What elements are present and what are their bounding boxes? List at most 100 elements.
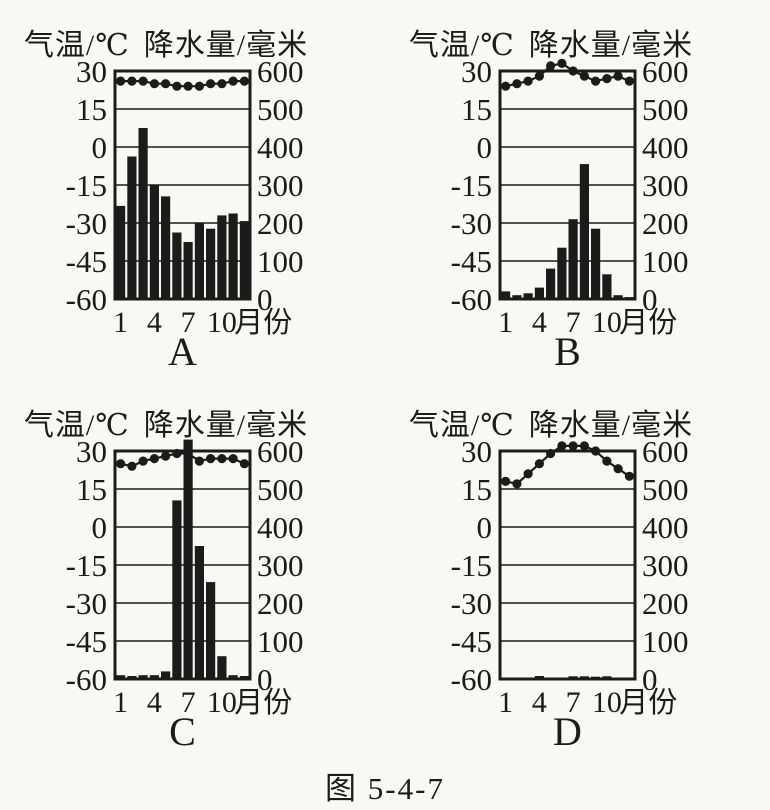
temperature-point xyxy=(512,79,522,89)
temperature-point xyxy=(579,441,589,451)
chart-letter-b: B xyxy=(554,329,581,374)
precipitation-bar xyxy=(534,287,544,299)
precip-tick-label: 100 xyxy=(257,624,304,659)
precipitation-bar xyxy=(239,221,249,299)
temperature-point xyxy=(161,451,171,461)
chart-title: 气温/℃ 降水量/毫米 xyxy=(24,400,308,444)
precip-tick-label: 0 xyxy=(257,282,273,317)
temp-tick-label: 30 xyxy=(76,437,107,469)
precipitation-bar xyxy=(161,671,171,679)
month-tick-label: 1 xyxy=(498,306,513,339)
plot-frame xyxy=(113,69,252,301)
temperature-point xyxy=(239,459,249,469)
precip-tick-label: 200 xyxy=(257,586,304,621)
temp-tick-label: -15 xyxy=(451,548,492,583)
precipitation-bar xyxy=(194,223,204,299)
temp-tick-label: 15 xyxy=(461,92,492,127)
climograph-cell-b: 气温/℃ 降水量/毫米 30 15 0 -15 -30 -45 -60 600 500 400 300… xyxy=(385,0,770,380)
temperature-point xyxy=(138,76,148,86)
temp-tick-label: 30 xyxy=(461,57,492,89)
precip-tick-label: 200 xyxy=(642,206,689,241)
temperature-point xyxy=(217,454,227,464)
month-axis-unit: 月份 xyxy=(234,306,292,339)
precipitation-bar xyxy=(579,164,589,299)
precip-tick-label: 600 xyxy=(642,57,689,89)
temperature-point xyxy=(591,76,601,86)
precipitation-bar xyxy=(149,185,159,299)
temperature-point xyxy=(624,76,634,86)
precip-tick-label: 400 xyxy=(642,510,689,545)
precipitation-bar xyxy=(217,656,227,679)
chart-letter-a: A xyxy=(168,329,197,374)
temp-tick-label: -60 xyxy=(66,662,107,697)
climograph-cell-c: 气温/℃ 降水量/毫米 30 15 0 -15 -30 -45 -60 600 500 400 300… xyxy=(0,380,385,760)
temperature-point xyxy=(591,446,601,456)
temperature-point xyxy=(613,71,623,81)
temp-tick-label: 30 xyxy=(76,57,107,89)
temperature-point xyxy=(183,81,193,91)
month-tick-label: 7 xyxy=(181,686,196,719)
precipitation-bar xyxy=(149,675,159,679)
month-tick-label: 1 xyxy=(113,306,128,339)
temperature-point xyxy=(127,461,137,471)
precip-axis-title: 降水量/毫米 xyxy=(143,29,309,62)
month-tick-label: 1 xyxy=(498,686,513,719)
plot-area-b: 30 15 0 -15 -30 -45 -60 600 500 400 300 200 100 0 1 4 7 1… xyxy=(405,57,750,357)
climograph-cell-d: 气温/℃ 降水量/毫米 30 15 0 -15 -30 -45 -60 600 500 400 300… xyxy=(385,380,770,760)
precip-tick-label: 500 xyxy=(642,92,689,127)
month-axis-unit: 月份 xyxy=(619,306,677,339)
temperature-point xyxy=(138,456,148,466)
precip-tick-label: 0 xyxy=(642,282,658,317)
precipitation-bar xyxy=(557,247,567,299)
precip-tick-label: 400 xyxy=(257,130,304,165)
precip-tick-label: 600 xyxy=(642,437,689,469)
temp-tick-label: -60 xyxy=(66,282,107,317)
temperature-point xyxy=(546,448,556,459)
temperature-point xyxy=(512,479,522,489)
precip-tick-label: 200 xyxy=(257,206,304,241)
temperature-point xyxy=(568,66,578,76)
temp-tick-label: -45 xyxy=(451,244,492,279)
precip-tick-label: 0 xyxy=(642,662,658,697)
temperature-point xyxy=(557,441,567,451)
temperature-point xyxy=(613,464,623,474)
plot-area-c: 30 15 0 -15 -30 -45 -60 600 500 400 300 200 100 0 1 4 7 1… xyxy=(20,437,365,737)
month-tick-label: 4 xyxy=(532,686,547,719)
temperature-point xyxy=(568,441,578,451)
temperature-point xyxy=(534,71,544,81)
month-tick-label: 10 xyxy=(207,686,237,719)
temp-tick-label: -15 xyxy=(451,168,492,203)
precipitation-bar xyxy=(228,675,238,679)
precipitation-bar xyxy=(568,219,578,299)
precipitation-bar xyxy=(194,546,204,679)
chart-letter-d: D xyxy=(553,709,582,754)
temperature-point xyxy=(602,74,612,84)
temperature-point xyxy=(579,71,589,81)
temp-tick-label: 15 xyxy=(76,92,107,127)
temperature-point xyxy=(194,456,204,466)
temperature-point xyxy=(557,58,567,68)
precip-tick-label: 200 xyxy=(642,586,689,621)
precip-axis-title: 降水量/毫米 xyxy=(528,29,694,62)
temp-tick-label: -60 xyxy=(451,662,492,697)
temp-tick-label: 30 xyxy=(461,437,492,469)
month-axis-unit: 月份 xyxy=(619,686,677,719)
precipitation-bar xyxy=(206,582,216,679)
climograph-grid: 气温/℃ 降水量/毫米 30 15 0 -15 -30 -45 -60 600 500 400 300… xyxy=(0,0,770,760)
temperature-point xyxy=(602,456,612,466)
precipitation-bar xyxy=(217,215,227,299)
plot-area-a: 30 15 0 -15 -30 -45 -60 600 500 400 300 200 100 0 1 4 7 1… xyxy=(20,57,365,357)
temperature-point xyxy=(523,76,533,86)
temperature-point xyxy=(149,454,159,464)
month-tick-label: 7 xyxy=(566,686,581,719)
precip-tick-label: 400 xyxy=(642,130,689,165)
temperature-point xyxy=(206,79,216,89)
chart-title: 气温/℃ 降水量/毫米 xyxy=(409,400,693,444)
precip-tick-label: 0 xyxy=(257,662,273,697)
temp-tick-label: -45 xyxy=(451,624,492,659)
precipitation-bar xyxy=(512,295,522,299)
month-tick-label: 10 xyxy=(207,306,237,339)
precipitation-bar xyxy=(138,128,148,299)
